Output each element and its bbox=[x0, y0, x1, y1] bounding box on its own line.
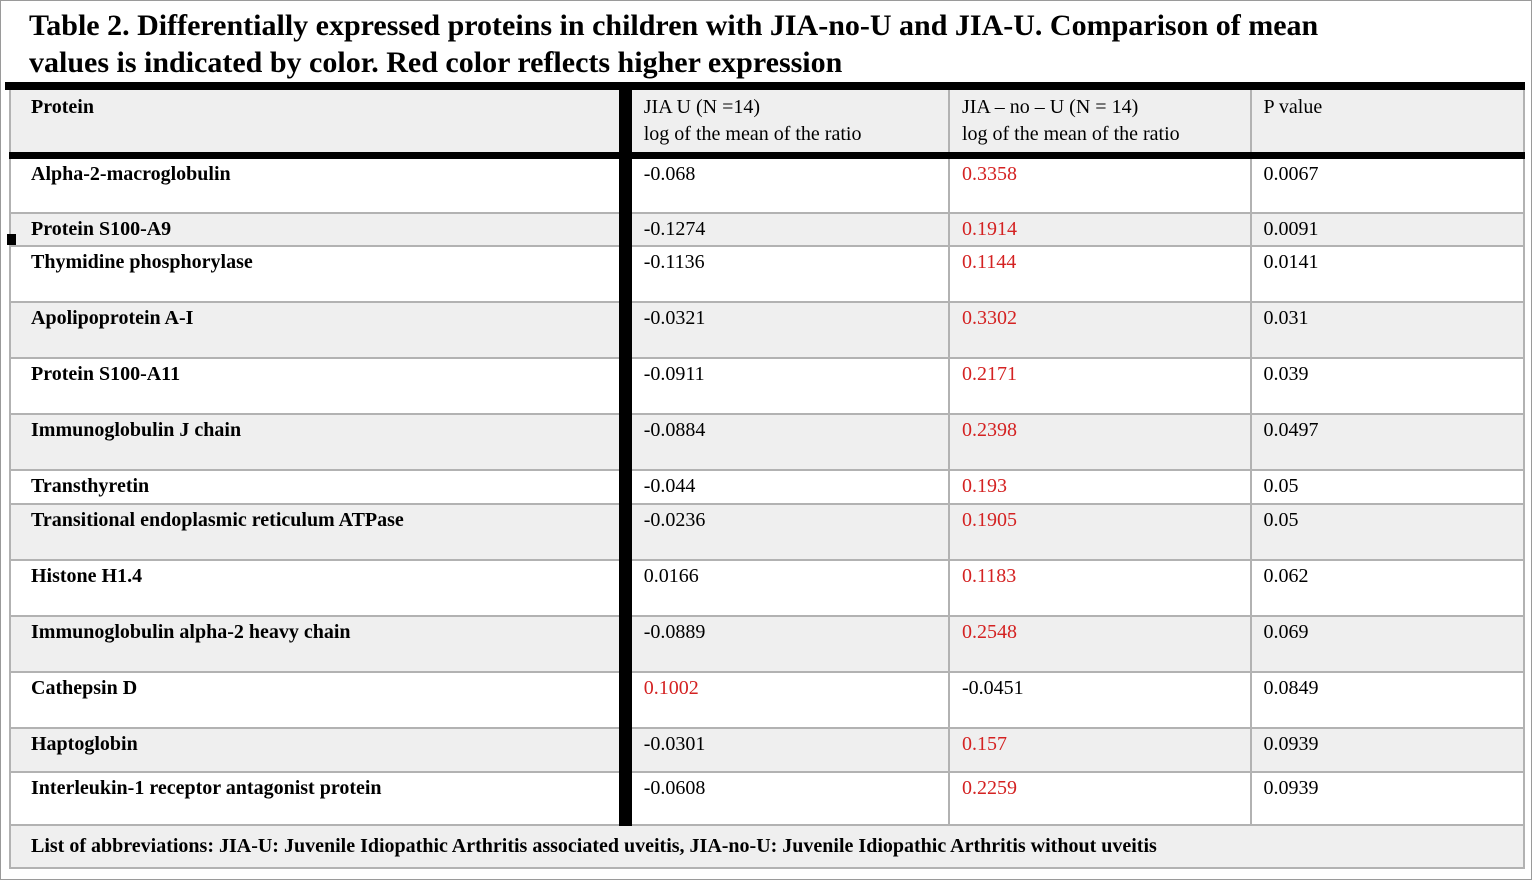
col-header-jia-no-u: JIA – no – U (N = 14) log of the mean of… bbox=[947, 90, 1252, 159]
jia-u-value-cell: 0.1002 bbox=[618, 670, 950, 729]
proteins-table: Protein JIA U (N =14) log of the mean of… bbox=[8, 90, 1526, 869]
jia-no-u-value-cell: 0.2259 bbox=[947, 770, 1252, 826]
p-value-cell: 0.0939 bbox=[1249, 770, 1526, 826]
p-value-cell: 0.0091 bbox=[1249, 211, 1526, 247]
col-header-p-value: P value bbox=[1249, 90, 1526, 159]
jia-no-u-value-cell: 0.3302 bbox=[947, 300, 1252, 359]
protein-name-cell: Histone H1.4 bbox=[8, 558, 627, 617]
p-value-cell: 0.0141 bbox=[1249, 244, 1526, 303]
table-row: Protein S100-A9 -0.1274 0.1914 0.0091 bbox=[8, 211, 1526, 247]
table-row: Interleukin-1 receptor antagonist protei… bbox=[8, 770, 1526, 826]
jia-u-value-cell: -0.044 bbox=[618, 468, 950, 505]
jia-u-value-cell: -0.0884 bbox=[618, 412, 950, 471]
jia-no-u-value-cell: 0.2398 bbox=[947, 412, 1252, 471]
p-value-cell: 0.031 bbox=[1249, 300, 1526, 359]
p-value-cell: 0.0067 bbox=[1249, 154, 1526, 214]
footer-row: List of abbreviations: JIA-U: Juvenile I… bbox=[9, 823, 1525, 869]
jia-no-u-value-cell: 0.2548 bbox=[947, 614, 1252, 673]
p-value-cell: 0.0849 bbox=[1249, 670, 1526, 729]
col-header-jia-u-line2: log of the mean of the ratio bbox=[643, 123, 862, 145]
table-row: Alpha-2-macroglobulin -0.068 0.3358 0.00… bbox=[8, 154, 1526, 214]
table-row: Protein S100-A11 -0.0911 0.2171 0.039 bbox=[8, 356, 1526, 415]
table-title: Table 2. Differentially expressed protei… bbox=[1, 1, 1531, 81]
col-header-jia-no-u-line2: log of the mean of the ratio bbox=[961, 123, 1180, 145]
protein-name-cell: Apolipoprotein A-I bbox=[8, 300, 627, 359]
p-value-cell: 0.0939 bbox=[1249, 726, 1526, 773]
protein-name-cell: Alpha-2-macroglobulin bbox=[8, 154, 627, 214]
jia-u-value-cell: -0.0911 bbox=[618, 356, 950, 415]
table-row: Immunoglobulin J chain -0.0884 0.2398 0.… bbox=[8, 412, 1526, 471]
jia-u-value-cell: -0.0301 bbox=[618, 726, 950, 773]
jia-u-value-cell: -0.0321 bbox=[618, 300, 950, 359]
jia-u-value-cell: -0.1274 bbox=[618, 211, 950, 247]
stray-mark bbox=[7, 234, 16, 245]
jia-u-value-cell: -0.0236 bbox=[618, 502, 950, 561]
jia-no-u-value-cell: 0.193 bbox=[947, 468, 1252, 505]
jia-no-u-value-cell: 0.1183 bbox=[947, 558, 1252, 617]
header-row: Protein JIA U (N =14) log of the mean of… bbox=[8, 90, 1526, 159]
jia-no-u-value-cell: -0.0451 bbox=[947, 670, 1252, 729]
table-row: Immunoglobulin alpha-2 heavy chain -0.08… bbox=[8, 614, 1526, 673]
col-header-jia-u-line1: JIA U (N =14) bbox=[643, 96, 761, 118]
col-header-protein: Protein bbox=[8, 90, 627, 159]
jia-no-u-value-cell: 0.157 bbox=[947, 726, 1252, 773]
jia-u-value-cell: -0.068 bbox=[618, 154, 950, 214]
jia-u-value-cell: -0.0608 bbox=[618, 770, 950, 826]
protein-name-cell: Transthyretin bbox=[8, 468, 627, 505]
protein-name-cell: Immunoglobulin alpha-2 heavy chain bbox=[8, 614, 627, 673]
protein-name-cell: Haptoglobin bbox=[8, 726, 627, 773]
col-header-jia-u: JIA U (N =14) log of the mean of the rat… bbox=[618, 90, 950, 159]
jia-no-u-value-cell: 0.1144 bbox=[947, 244, 1252, 303]
jia-u-value-cell: -0.0889 bbox=[618, 614, 950, 673]
table-title-line-1: Table 2. Differentially expressed protei… bbox=[29, 9, 1319, 42]
protein-name-cell: Cathepsin D bbox=[8, 670, 627, 729]
jia-no-u-value-cell: 0.1914 bbox=[947, 211, 1252, 247]
protein-name-cell: Immunoglobulin J chain bbox=[8, 412, 627, 471]
p-value-cell: 0.0497 bbox=[1249, 412, 1526, 471]
p-value-cell: 0.05 bbox=[1249, 468, 1526, 505]
p-value-cell: 0.069 bbox=[1249, 614, 1526, 673]
p-value-cell: 0.05 bbox=[1249, 502, 1526, 561]
protein-name-cell: Interleukin-1 receptor antagonist protei… bbox=[8, 770, 627, 826]
jia-no-u-value-cell: 0.3358 bbox=[947, 154, 1252, 214]
table-row: Transitional endoplasmic reticulum ATPas… bbox=[8, 502, 1526, 561]
jia-u-value-cell: -0.1136 bbox=[618, 244, 950, 303]
table-row: Haptoglobin -0.0301 0.157 0.0939 bbox=[8, 726, 1526, 773]
protein-name-cell: Transitional endoplasmic reticulum ATPas… bbox=[8, 502, 627, 561]
table-title-line-2: values is indicated by color. Red color … bbox=[29, 46, 843, 79]
table-row: Histone H1.4 0.0166 0.1183 0.062 bbox=[8, 558, 1526, 617]
jia-u-value-cell: 0.0166 bbox=[618, 558, 950, 617]
table-row: Transthyretin -0.044 0.193 0.05 bbox=[8, 468, 1526, 505]
table-row: Cathepsin D 0.1002 -0.0451 0.0849 bbox=[8, 670, 1526, 729]
table-row: Apolipoprotein A-I -0.0321 0.3302 0.031 bbox=[8, 300, 1526, 359]
protein-name-cell: Protein S100-A11 bbox=[8, 356, 627, 415]
p-value-cell: 0.062 bbox=[1249, 558, 1526, 617]
protein-name-cell: Protein S100-A9 bbox=[8, 211, 627, 247]
p-value-cell: 0.039 bbox=[1249, 356, 1526, 415]
table-row: Thymidine phosphorylase -0.1136 0.1144 0… bbox=[8, 244, 1526, 303]
jia-no-u-value-cell: 0.1905 bbox=[947, 502, 1252, 561]
title-divider-rule bbox=[5, 82, 1525, 90]
abbreviations-note: List of abbreviations: JIA-U: Juvenile I… bbox=[9, 823, 1525, 869]
jia-no-u-value-cell: 0.2171 bbox=[947, 356, 1252, 415]
col-header-jia-no-u-line1: JIA – no – U (N = 14) bbox=[961, 96, 1139, 118]
protein-name-cell: Thymidine phosphorylase bbox=[8, 244, 627, 303]
